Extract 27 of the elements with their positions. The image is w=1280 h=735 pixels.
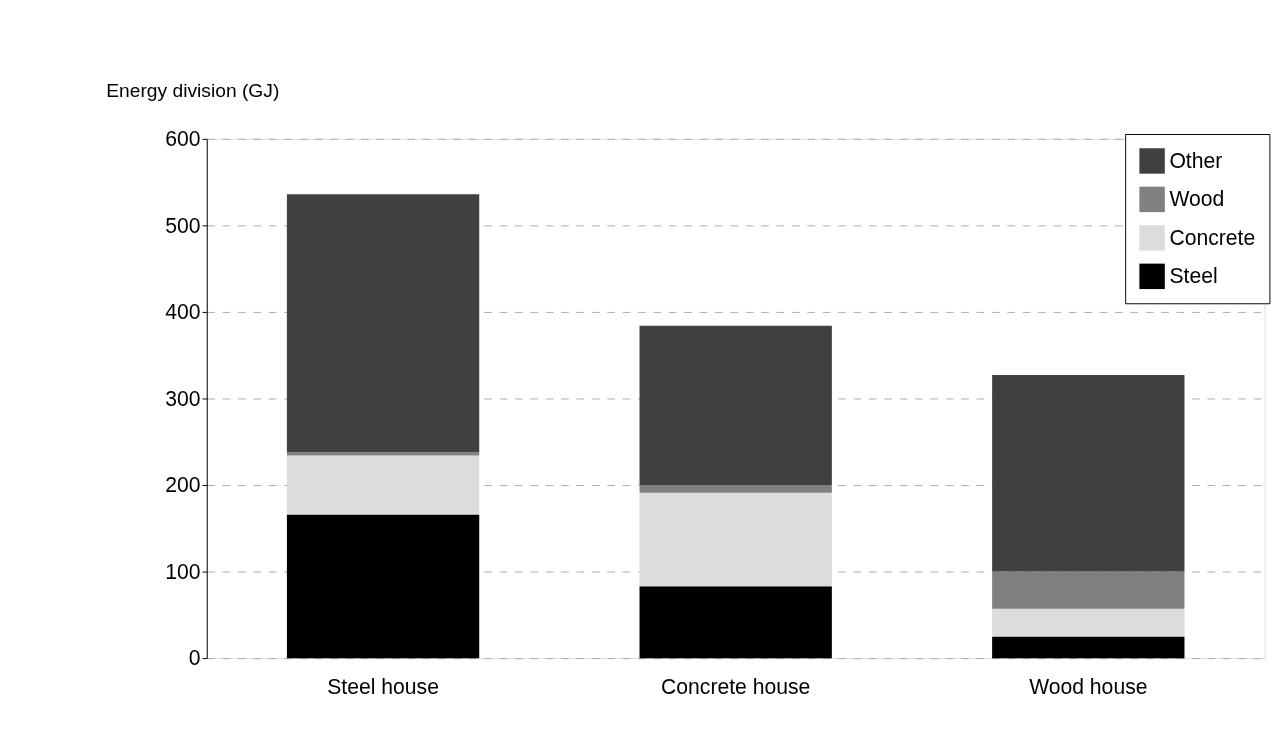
bar	[639, 485, 832, 493]
bar	[992, 608, 1185, 637]
bar	[286, 455, 480, 515]
y-tick-label: 500	[165, 213, 201, 237]
y-tick-label: 0	[188, 646, 201, 670]
x-tick-label: Steel house	[327, 675, 439, 699]
bar	[992, 375, 1185, 572]
bar	[286, 194, 480, 453]
bar	[639, 492, 832, 587]
y-tick-label: 600	[165, 127, 201, 151]
y-axis-title: Energy division (GJ)	[106, 80, 280, 101]
bar	[639, 325, 832, 486]
y-tick-label: 300	[165, 386, 201, 410]
x-tick-label: Concrete house	[661, 675, 811, 699]
bar	[992, 571, 1185, 609]
x-tick-label: Wood house	[1029, 675, 1148, 699]
legend-label: Concrete	[1169, 225, 1256, 249]
legend-label: Steel	[1169, 264, 1218, 288]
y-tick-label: 100	[165, 559, 201, 583]
y-tick-label: 200	[165, 473, 201, 497]
bar	[992, 636, 1185, 659]
legend-label: Wood	[1169, 187, 1225, 211]
bar	[286, 514, 480, 659]
bar	[286, 452, 480, 456]
y-tick-label: 400	[165, 300, 201, 324]
bar	[639, 586, 832, 659]
legend-label: Other	[1169, 148, 1223, 172]
